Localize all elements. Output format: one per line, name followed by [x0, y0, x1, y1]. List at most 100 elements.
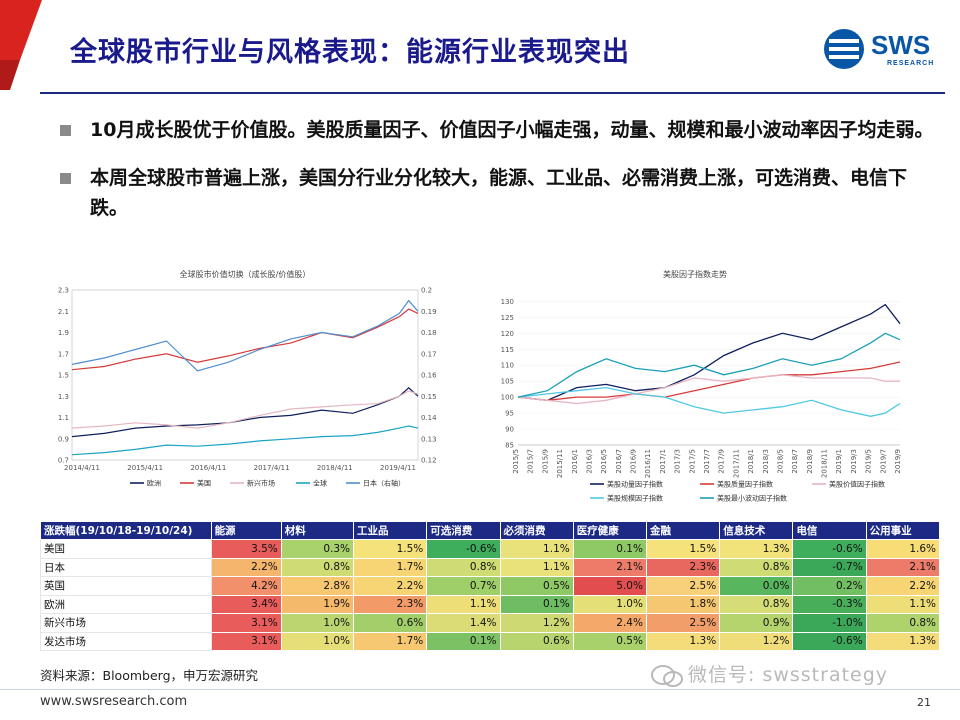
table-cell: 2.2%: [865, 576, 941, 596]
chart2-x-tick: 2015/7: [527, 449, 535, 474]
table-row: 日本 2.2% 0.8% 1.7% 0.8% 1.1% 2.1% 2.3% 0.8% -0.7% 2…: [40, 557, 941, 577]
table-cell: 2.8%: [280, 576, 355, 596]
chart1-title: 全球股市价值切换（成长股/价值股）: [180, 269, 311, 279]
table-cell: 0.2%: [792, 576, 867, 596]
footer-url[interactable]: www.swsresearch.com: [40, 694, 188, 709]
chart1-y-left-tick: 1.9: [58, 329, 69, 337]
table-cell: 0.9%: [719, 613, 794, 633]
table-cell: 0.5%: [499, 576, 574, 596]
chart1-y-right-tick: 0.14: [421, 414, 437, 422]
table-row-label: 美国: [40, 539, 212, 559]
table-cell: 1.1%: [499, 539, 574, 559]
table-header-row: 涨跌幅(19/10/18-19/10/24) 能源 材料 工业品 可选消费 必须消费 医疗健…: [40, 521, 941, 540]
chart2-x-tick: 2017/1: [659, 449, 667, 474]
table-cell: 3.1%: [210, 613, 282, 633]
chart2-y-tick: 100: [501, 394, 514, 402]
title-divider: [40, 92, 945, 94]
chart1-series-line: [71, 299, 419, 372]
table-cell: 0.6%: [353, 613, 428, 633]
chart2-x-tick: 2016/11: [644, 449, 652, 478]
chart1-y-right-tick: 0.19: [421, 308, 437, 316]
chart2-series-line: [517, 303, 901, 401]
table-cell: 1.6%: [865, 539, 941, 559]
chart1-y-left-tick: 0.7: [58, 457, 69, 465]
chart2-x-tick: 2016/9: [630, 449, 638, 474]
table-cell: 2.1%: [572, 557, 647, 577]
table-cell: 2.1%: [865, 557, 941, 577]
table-column-header: 材料: [280, 521, 355, 540]
chart1-series-line: [71, 308, 419, 371]
table-column-header: 信息技术: [719, 521, 794, 540]
chart2-series-line: [517, 361, 901, 401]
table-cell: 3.1%: [210, 631, 282, 651]
bullet-text: 本周全球股市普遍上涨，美国分行业分化较大，能源、工业品、必需消费上涨，可选消费、…: [90, 167, 908, 219]
chart2-legend-label: 美股价值因子指数: [829, 480, 885, 489]
table-cell: 2.3%: [353, 594, 428, 614]
chart2-x-tick: 2017/3: [674, 449, 682, 474]
chart1-x-tick: 2019/4/11: [380, 464, 416, 472]
table-cell: 0.8%: [719, 594, 794, 614]
square-bullet-icon: [60, 173, 71, 184]
chart2-x-tick: 2017/9: [718, 449, 726, 474]
chart1-legend-label: 欧洲: [147, 479, 161, 488]
bullet-list: 10月成长股优于价值股。美股质量因子、价值因子小幅走强，动量、规模和最小波动率因…: [60, 115, 940, 241]
chart2-x-tick: 2016/1: [571, 449, 579, 474]
table-cell: 2.2%: [210, 557, 282, 577]
table-cell: 1.0%: [280, 631, 355, 651]
wechat-watermark: 微信号: swsstrategy: [650, 660, 888, 688]
table-cell: 0.1%: [426, 631, 501, 651]
chart2-x-tick: 2016/3: [585, 449, 593, 474]
table-cell: 1.2%: [499, 613, 574, 633]
chart2-y-tick: 110: [501, 362, 514, 370]
table-cell: 2.5%: [645, 576, 721, 596]
table-cell: 3.5%: [210, 539, 282, 559]
table-cell: 1.1%: [426, 594, 501, 614]
table-column-header: 金融: [645, 521, 721, 540]
table-cell: 1.8%: [645, 594, 721, 614]
chart2-series-line: [517, 374, 900, 405]
chart1-series-line: [71, 425, 419, 456]
chart1-y-right-tick: 0.13: [421, 435, 437, 443]
table-row-label: 日本: [40, 557, 212, 577]
sws-logo: SWS RESEARCH: [823, 28, 943, 70]
table-cell: 1.1%: [499, 557, 574, 577]
square-bullet-icon: [60, 125, 71, 136]
watermark-text: 微信号: swsstrategy: [688, 664, 889, 686]
logo-sub-text: RESEARCH: [887, 60, 935, 67]
table-cell: 1.3%: [645, 631, 721, 651]
table-cell: 1.1%: [865, 594, 941, 614]
chart1-x-tick: 2018/4/11: [317, 464, 353, 472]
table-cell: 0.5%: [572, 631, 647, 651]
chart1-legend-label: 美国: [197, 479, 211, 488]
chart2-x-tick: 2019/1: [835, 449, 843, 474]
table-cell: -0.7%: [792, 557, 867, 577]
chart2-title: 美股因子指数走势: [663, 269, 727, 279]
chart2-x-tick: 2016/7: [615, 449, 623, 474]
table-cell: 1.0%: [280, 613, 355, 633]
table-column-header: 可选消费: [426, 521, 501, 540]
chart1-y-right-tick: 0.17: [421, 350, 437, 358]
table-column-header: 工业品: [353, 521, 428, 540]
chart2-y-tick: 85: [505, 442, 514, 450]
chart1-x-tick: 2015/4/11: [127, 464, 163, 472]
table-column-header: 能源: [210, 521, 282, 540]
table-cell: -0.6%: [792, 631, 867, 651]
table-cell: 0.7%: [426, 576, 501, 596]
chart2-x-tick: 2018/3: [762, 449, 770, 474]
chart2-y-tick: 130: [501, 298, 514, 306]
table-cell: -0.3%: [792, 594, 867, 614]
chart1-x-tick: 2017/4/11: [254, 464, 290, 472]
table-cell: 0.3%: [280, 539, 355, 559]
table-cell: 1.5%: [645, 539, 721, 559]
table-cell: 1.5%: [353, 539, 428, 559]
sector-performance-table: 涨跌幅(19/10/18-19/10/24) 能源 材料 工业品 可选消费 必须消费 医疗健…: [40, 521, 941, 651]
footer-divider: [0, 689, 960, 690]
table-row: 发达市场 3.1% 1.0% 1.7% 0.1% 0.6% 0.5% 1.3% 1.2% -0.6…: [40, 631, 941, 651]
chart1-legend-label: 新兴市场: [247, 479, 275, 488]
chart2-y-tick: 125: [501, 314, 514, 322]
chart2-y-tick: 120: [501, 330, 514, 338]
chart2-x-tick: 2018/5: [776, 449, 784, 474]
wechat-icon: [651, 664, 683, 687]
table-column-header: 必须消费: [499, 521, 574, 540]
table-cell: 0.1%: [499, 594, 574, 614]
